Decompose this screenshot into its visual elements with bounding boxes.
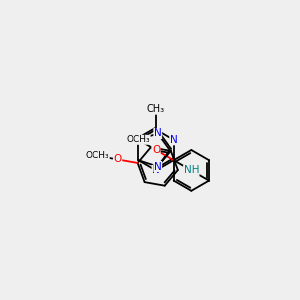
Text: N: N <box>154 161 162 172</box>
Text: O: O <box>113 154 122 164</box>
Text: N: N <box>154 128 162 139</box>
Text: NH: NH <box>184 165 199 176</box>
Text: N: N <box>170 135 178 145</box>
Text: O: O <box>152 145 160 155</box>
Text: N: N <box>152 165 160 176</box>
Text: OCH₃: OCH₃ <box>127 135 150 144</box>
Text: OCH₃: OCH₃ <box>86 152 109 160</box>
Text: CH₃: CH₃ <box>147 104 165 114</box>
